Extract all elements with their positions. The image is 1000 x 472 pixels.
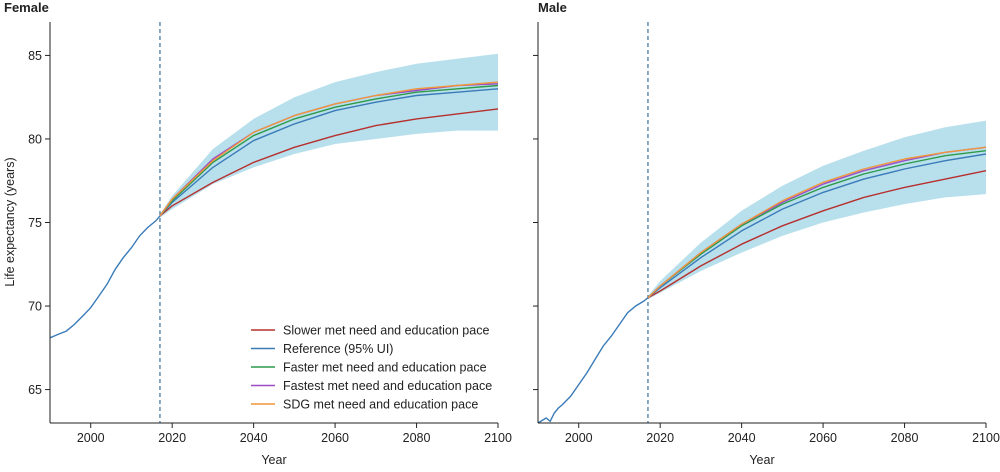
historical-line-female <box>49 215 161 339</box>
x-tick-label-female-2100: 2100 <box>484 431 512 445</box>
x-tick-label-male-2020: 2020 <box>646 431 674 445</box>
y-tick-label-85: 85 <box>28 49 42 63</box>
x-tick-label-male-2040: 2040 <box>728 431 756 445</box>
y-tick-label-65: 65 <box>28 383 42 397</box>
panel-title-male: Male <box>538 0 567 15</box>
series-line-female-2 <box>159 88 499 217</box>
x-axis-label-male: Year <box>749 453 774 467</box>
x-tick-label-male-2060: 2060 <box>809 431 837 445</box>
y-tick-label-75: 75 <box>28 216 42 230</box>
legend-label-3: Faster met need and education pace <box>283 361 487 375</box>
y-axis-label: Life expectancy (years) <box>3 157 17 286</box>
x-tick-label-female-2040: 2040 <box>240 431 268 445</box>
x-tick-label-female-2060: 2060 <box>321 431 349 445</box>
series-line-female-5 <box>159 81 499 217</box>
x-tick-label-male-2080: 2080 <box>891 431 919 445</box>
x-tick-label-male-2100: 2100 <box>972 431 1000 445</box>
x-tick-label-male-2000: 2000 <box>565 431 593 445</box>
panel-title-female: Female <box>4 0 49 15</box>
legend-label-1: Slower met need and education pace <box>283 324 489 338</box>
y-tick-label-80: 80 <box>28 132 42 146</box>
series-line-male-1 <box>647 170 987 299</box>
panel-female: Female 65 70 75 80 85 2000 2020 2040 2060 2080 2100… <box>4 0 512 467</box>
y-tick-label-70: 70 <box>28 300 42 314</box>
historical-line-male <box>537 297 649 424</box>
legend-label-2: Reference (95% UI) <box>283 342 393 356</box>
uncertainty-band-male <box>648 120 986 300</box>
panel-male: Male 2000 2020 2040 2060 2080 2100 Year <box>533 0 1000 467</box>
legend: Slower met need and education pace Refere… <box>251 324 492 412</box>
x-axis-label-female: Year <box>261 453 286 467</box>
x-tick-label-female-2000: 2000 <box>77 431 105 445</box>
x-tick-label-female-2080: 2080 <box>403 431 431 445</box>
uncertainty-band-female <box>160 53 498 218</box>
legend-label-4: Fastest met need and education pace <box>283 379 492 393</box>
series-line-female-1 <box>159 108 499 217</box>
series-line-male-5 <box>647 146 987 299</box>
series-line-male-2 <box>647 153 987 299</box>
x-tick-label-female-2020: 2020 <box>158 431 186 445</box>
legend-label-5: SDG met need and education pace <box>283 398 478 412</box>
series-line-female-3 <box>159 84 499 217</box>
